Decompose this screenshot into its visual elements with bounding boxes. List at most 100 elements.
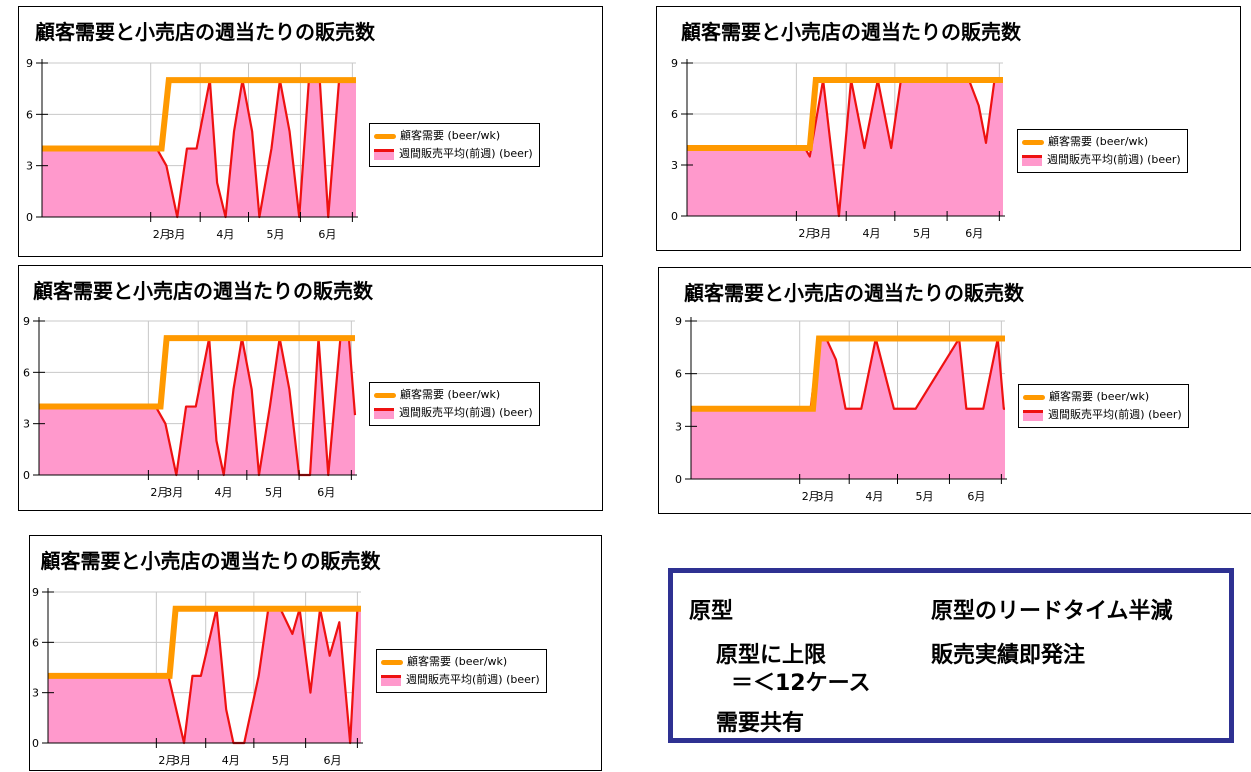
x-tick-label: 5月 [272,754,290,767]
demand-line [48,605,361,679]
y-tick-label: 3 [26,160,33,173]
chart-1-legend: 顧客需要 (beer/wk) 週間販売平均(前週) (beer) [369,123,540,167]
note-half-leadtime: 原型のリードタイム半減 [931,599,1173,624]
y-tick-label: 6 [671,108,678,121]
legend-demand: 顧客需要 (beer/wk) [400,129,501,142]
y-tick-label: 9 [32,586,39,599]
demand-swatch [374,133,396,139]
note-cap-line2: ＝＜12ケース [731,671,871,696]
legend-demand: 顧客需要 (beer/wk) [1048,135,1149,148]
chart-title: 顧客需要と小売店の週当たりの販売数 [35,20,376,44]
x-tick-label: 2月 [798,227,816,240]
y-tick-label: 0 [26,211,33,224]
chart-panel-4: 顧客需要と小売店の週当たりの販売数 0 3 6 9 2月 3月 4月 5月 6月 顧客需要 (be… [658,267,1251,514]
sales-swatch [374,148,394,160]
y-tick-label: 6 [23,366,30,379]
legend-demand: 顧客需要 (beer/wk) [400,388,501,401]
legend-sales: 週間販売平均(前週) (beer) [399,406,533,419]
legend-sales: 週間販売平均(前週) (beer) [406,673,540,686]
y-tick-label: 0 [675,473,682,486]
x-tick-label: 4月 [215,486,233,499]
chart-title: 顧客需要と小売店の週当たりの販売数 [41,549,382,573]
x-tick-label: 4月 [863,227,881,240]
y-tick-label: 3 [671,159,678,172]
x-tick-label: 6月 [324,754,342,767]
demand-swatch [374,392,396,398]
chart-2-legend: 顧客需要 (beer/wk) 週間販売平均(前週) (beer) [1017,129,1188,173]
x-tick-label: 4月 [865,490,883,503]
x-tick-label: 2月 [158,754,176,767]
sales-swatch [1022,154,1042,166]
chart-title: 顧客需要と小売店の週当たりの販売数 [33,279,374,303]
y-tick-label: 9 [26,57,33,70]
legend-demand: 顧客需要 (beer/wk) [1049,390,1150,403]
y-tick-label: 9 [675,315,682,328]
sales-swatch [1023,409,1043,421]
y-tick-label: 0 [32,737,39,750]
y-tick-label: 9 [671,57,678,70]
x-tick-label: 6月 [317,486,335,499]
y-tick-label: 6 [26,108,33,121]
legend-sales: 週間販売平均(前週) (beer) [1048,408,1182,421]
y-tick-label: 3 [675,420,682,433]
x-tick-label: 3月 [813,227,831,240]
y-tick-label: 6 [32,636,39,649]
sales-swatch [381,674,401,686]
sales-area [42,80,356,217]
x-tick-label: 3月 [165,486,183,499]
y-tick-label: 3 [32,687,39,700]
x-tick-label: 4月 [216,228,234,241]
note-cap-line1: 原型に上限 [716,643,827,668]
y-tick-label: 6 [675,368,682,381]
sales-line [39,337,357,477]
chart-3-legend: 顧客需要 (beer/wk) 週間販売平均(前週) (beer) [369,382,540,426]
demand-line [691,335,1005,412]
x-tick-label: 6月 [318,228,336,241]
demand-line [687,77,1003,151]
chart-panel-3: 顧客需要と小売店の週当たりの販売数 0 3 6 9 2月 3月 4月 5月 6月 顧客需要 (be… [18,265,603,511]
x-tick-label: 2月 [153,228,171,241]
x-tick-label: 3月 [816,490,834,503]
x-tick-label: 5月 [915,490,933,503]
chart-title: 顧客需要と小売店の週当たりの販売数 [684,281,1025,305]
note-demand-sharing: 需要共有 [716,711,805,736]
legend-sales: 週間販売平均(前週) (beer) [399,147,533,160]
legend-demand: 顧客需要 (beer/wk) [407,655,508,668]
sales-swatch [374,407,394,419]
demand-swatch [381,659,403,665]
sales-area [48,608,361,743]
y-tick-label: 9 [23,315,30,328]
chart-4-legend: 顧客需要 (beer/wk) 週間販売平均(前週) (beer) [1018,384,1189,428]
sales-area [39,338,355,475]
sales-line [42,79,356,219]
chart-title: 顧客需要と小売店の週当たりの販売数 [681,20,1022,44]
x-tick-label: 3月 [167,228,185,241]
note-original: 原型 [689,599,734,624]
chart-panel-5: 顧客需要と小売店の週当たりの販売数 0 3 6 9 2月 3月 4月 5月 6月 顧客需要 (be… [29,535,602,771]
x-tick-label: 6月 [965,227,983,240]
demand-swatch [1023,394,1045,400]
x-tick-label: 5月 [913,227,931,240]
x-tick-label: 5月 [265,486,283,499]
scenario-notes-box: 原型 原型のリードタイム半減 原型に上限 ＝＜12ケース 販売実績即発注 需要共… [668,568,1234,743]
chart-panel-1: 顧客需要と小売店の週当たりの販売数 0 3 6 9 2月 3月 4月 5月 6月 顧客需要 (be… [18,6,603,257]
y-tick-label: 0 [23,469,30,482]
x-tick-label: 5月 [266,228,284,241]
demand-swatch [1022,139,1044,145]
x-tick-label: 4月 [222,754,240,767]
legend-sales: 週間販売平均(前週) (beer) [1047,153,1181,166]
note-sales-order: 販売実績即発注 [931,643,1086,668]
sales-line [691,337,1005,410]
demand-line [42,77,356,152]
x-tick-label: 2月 [802,490,820,503]
x-tick-label: 6月 [967,490,985,503]
x-tick-label: 3月 [173,754,191,767]
y-tick-label: 3 [23,418,30,431]
chart-panel-2: 顧客需要と小売店の週当たりの販売数 0 3 6 9 2月 3月 4月 5月 6月 顧客需要 (be… [656,6,1241,251]
x-tick-label: 2月 [150,486,168,499]
